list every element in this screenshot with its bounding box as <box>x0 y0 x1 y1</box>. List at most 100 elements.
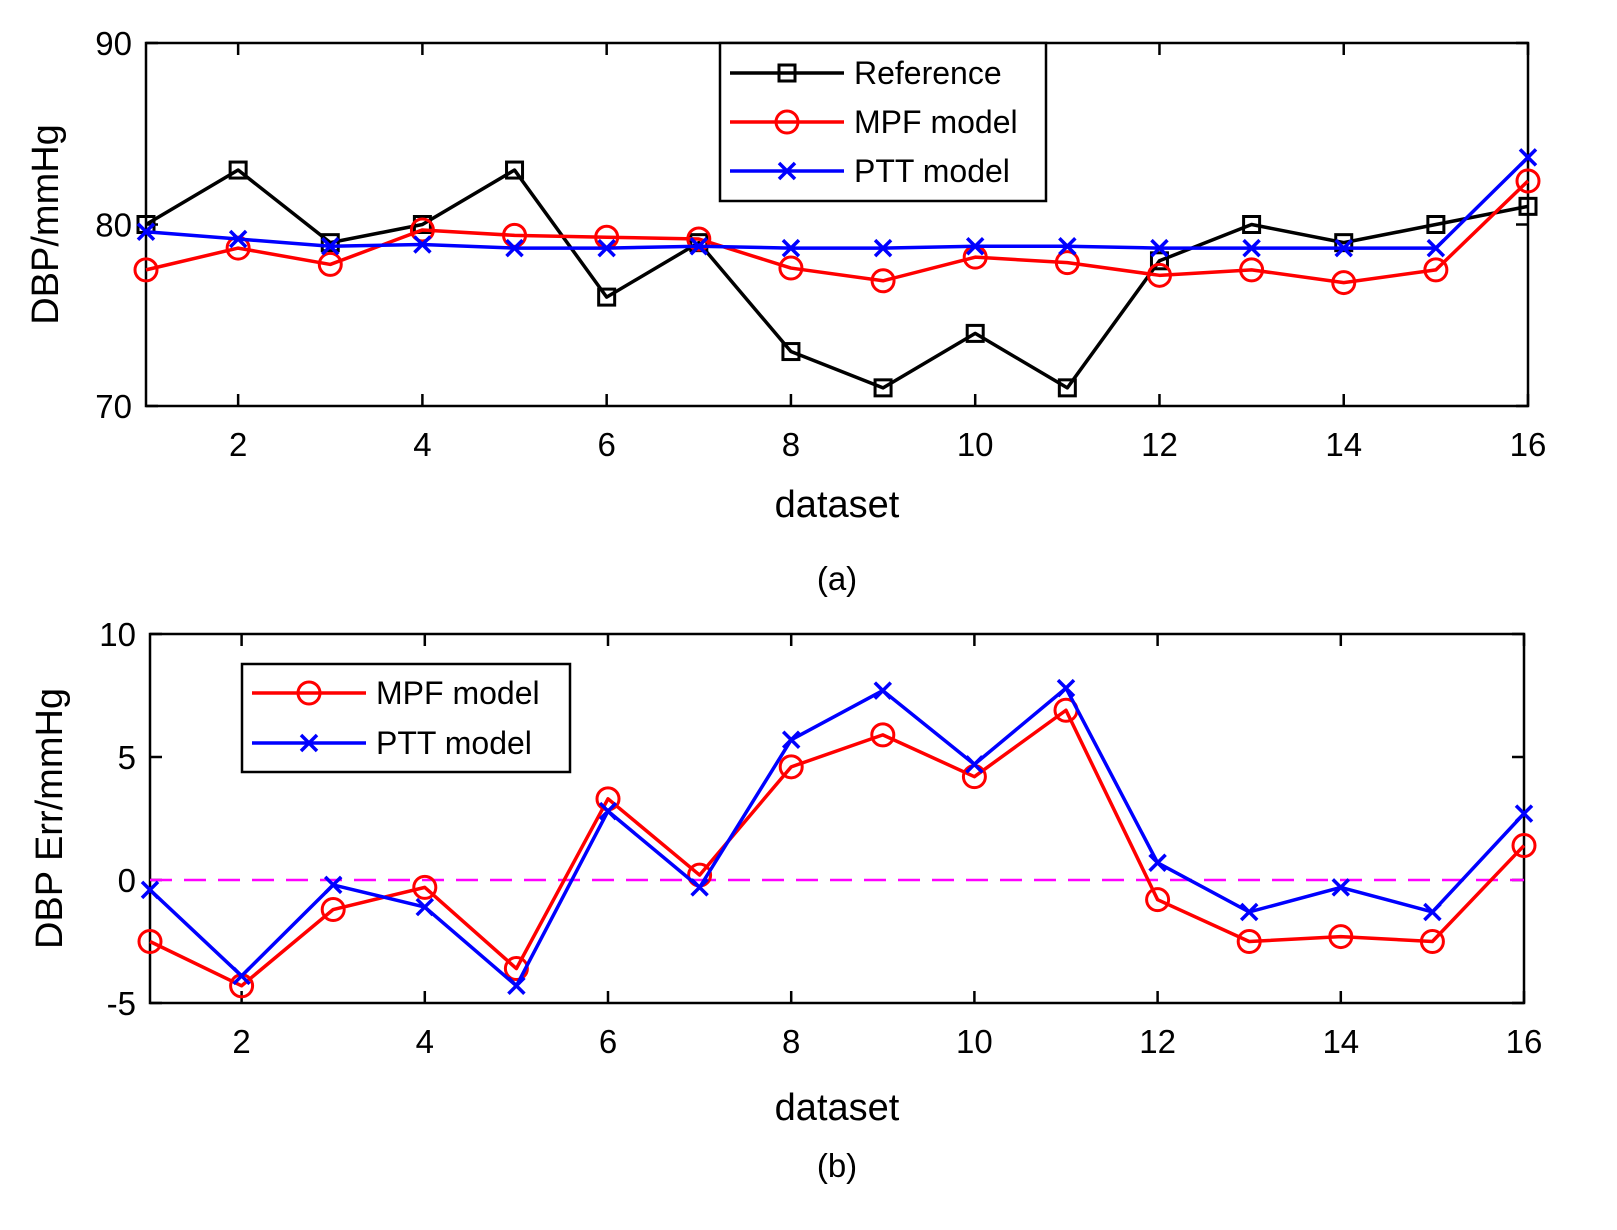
legend-box <box>240 662 572 774</box>
data-point-mpf-model <box>1419 929 1445 954</box>
x-tick-label: 16 <box>1510 426 1547 463</box>
data-point-ptt-model <box>1514 804 1534 823</box>
x-tick-label: 12 <box>1139 1023 1176 1060</box>
legend-marker-reference <box>777 63 797 83</box>
y-tick-label: 70 <box>95 388 132 425</box>
data-point-mpf-model <box>1515 168 1541 194</box>
x-tick-label: 12 <box>1141 426 1178 463</box>
data-point-reference <box>873 378 893 398</box>
legend-marker-mpf-model <box>774 109 800 135</box>
data-point-mpf-model <box>1239 257 1265 283</box>
data-point-mpf-model <box>1328 924 1354 950</box>
data-point-ptt-model <box>1148 853 1167 873</box>
data-point-ptt-model <box>1331 878 1351 897</box>
data-point-mpf-model <box>320 897 346 923</box>
legend-marker-ptt-model <box>299 733 319 753</box>
data-point-mpf-model <box>870 722 896 748</box>
data-point-reference <box>320 233 340 253</box>
data-point-ptt-model <box>1058 237 1077 256</box>
data-point-ptt-model <box>781 238 801 258</box>
x-axis-label: dataset <box>775 484 900 526</box>
series-line-mpf-model <box>149 708 1526 988</box>
legend-marker-mpf-model <box>296 680 322 706</box>
data-point-mpf-model <box>133 257 159 283</box>
data-point-ptt-model <box>873 238 893 258</box>
legend-label-ptt-model: PTT model <box>376 725 532 761</box>
data-point-mpf-model <box>137 929 163 954</box>
data-point-ptt-model <box>228 229 248 249</box>
legend-label-ptt-model: PTT model <box>854 153 1010 189</box>
axes-box-b <box>148 632 1526 1005</box>
y-axis-label: DBP Err/mmHg <box>29 688 71 949</box>
panel-caption: (a) <box>817 560 857 597</box>
data-point-reference <box>1426 215 1446 234</box>
data-point-ptt-model <box>1239 902 1259 922</box>
y-tick-label: 5 <box>118 739 136 776</box>
x-tick-label: 4 <box>416 1023 434 1060</box>
data-point-reference <box>505 160 525 180</box>
data-point-ptt-model <box>965 237 985 256</box>
data-point-ptt-model <box>1518 148 1538 167</box>
data-point-reference <box>781 342 801 362</box>
data-point-mpf-model <box>870 268 896 294</box>
data-point-ptt-model <box>781 730 801 750</box>
x-tick-label: 8 <box>782 1023 800 1060</box>
data-point-reference <box>965 323 985 343</box>
x-tick-label: 10 <box>956 1023 993 1060</box>
x-tick-label: 2 <box>232 1023 250 1060</box>
data-point-mpf-model <box>686 226 712 252</box>
y-tick-label: 80 <box>95 207 132 244</box>
data-point-ptt-model <box>505 238 524 258</box>
y-tick-label: -5 <box>107 985 136 1022</box>
data-point-ptt-model <box>689 237 709 256</box>
data-point-mpf-model <box>778 754 804 780</box>
data-point-ptt-model <box>1426 238 1446 258</box>
x-tick-label: 14 <box>1325 426 1362 463</box>
panel-b: -5 0 5 10 2 4 6 8 10 12 14 16 dataset DBP Err/mmHg (b)… <box>29 616 1542 1184</box>
data-point-ptt-model <box>1334 238 1353 258</box>
x-tick-label: 6 <box>597 426 615 463</box>
y-tick-label: 90 <box>95 25 132 62</box>
data-point-mpf-model <box>1236 929 1262 954</box>
data-point-mpf-model <box>1146 262 1172 288</box>
series-line-ptt-model <box>145 156 1530 250</box>
x-tick-label: 16 <box>1506 1023 1543 1060</box>
legend-marker-ptt-model <box>777 161 797 181</box>
data-point-ptt-model <box>598 801 618 821</box>
data-point-ptt-model <box>232 966 251 986</box>
x-tick-label: 10 <box>957 426 994 463</box>
x-tick-label: 14 <box>1322 1023 1359 1060</box>
series-line-ptt-model <box>148 686 1526 988</box>
data-point-ptt-model <box>140 880 160 900</box>
data-point-ptt-model <box>873 681 893 700</box>
data-point-ptt-model <box>136 222 156 241</box>
y-axis-label: DBP/mmHg <box>25 124 67 325</box>
x-axis-label: dataset <box>775 1087 900 1129</box>
data-point-mpf-model <box>1511 833 1537 859</box>
legend-label-mpf-model: MPF model <box>854 104 1018 140</box>
data-point-ptt-model <box>597 238 616 258</box>
panel-a: 70 80 90 2 4 6 8 10 12 14 16 dataset DBP/mmHg (a) Refe… <box>25 25 1546 597</box>
data-point-ptt-model <box>1056 678 1076 698</box>
data-point-mpf-model <box>778 255 804 281</box>
data-point-reference <box>1149 251 1169 271</box>
y-tick-label: 0 <box>118 862 136 899</box>
legend-label-reference: Reference <box>854 55 1002 91</box>
data-point-mpf-model <box>317 251 343 277</box>
x-tick-label: 4 <box>413 426 431 463</box>
series-line-mpf-model <box>145 179 1530 285</box>
data-point-ptt-model <box>1150 238 1169 258</box>
data-point-ptt-model <box>321 237 340 256</box>
panel-caption: (b) <box>817 1147 857 1184</box>
data-point-ptt-model <box>507 976 526 996</box>
data-point-mpf-model <box>1423 257 1449 283</box>
data-point-reference <box>1242 215 1262 234</box>
data-point-ptt-model <box>965 755 984 774</box>
x-tick-label: 8 <box>782 426 800 463</box>
data-point-reference <box>228 160 248 180</box>
data-point-reference <box>597 287 617 307</box>
data-point-reference <box>1334 233 1354 253</box>
x-tick-label: 2 <box>229 426 247 463</box>
legend-label-mpf-model: MPF model <box>376 675 540 711</box>
